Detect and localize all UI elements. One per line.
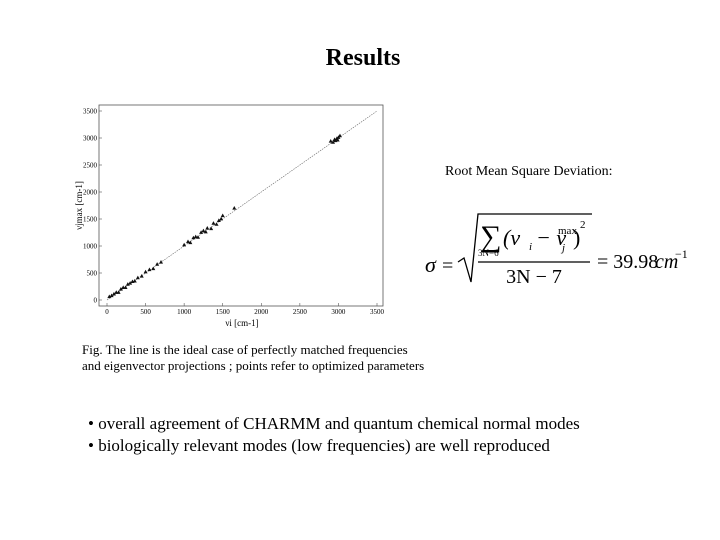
- y-axis-label: νjmax [cm-1]: [74, 181, 84, 230]
- point: [199, 230, 204, 234]
- point: [191, 235, 196, 240]
- x-tick-label: 2500: [293, 308, 308, 316]
- point: [186, 239, 190, 244]
- bullet: • overall agreement of CHARMM and quantu…: [88, 414, 580, 433]
- sum: ∑: [480, 220, 501, 253]
- plot: 0 500 1000 1500 2000 2500 3000 3500 0 500 1000 1500…: [74, 104, 385, 328]
- sqrt-sign: [457, 213, 592, 283]
- point: [135, 275, 140, 280]
- sub-i: i: [529, 241, 532, 253]
- caption-line: Fig. The line is the ideal case of perfe…: [82, 342, 408, 357]
- x-tick-label: 2000: [254, 308, 269, 316]
- point: [147, 267, 152, 272]
- minus-nu: − ν: [536, 225, 566, 250]
- point: [193, 234, 198, 239]
- y-tick-label: 3000: [83, 135, 98, 143]
- plot-frame: [98, 104, 384, 307]
- x-tick-label: 3000: [331, 308, 346, 316]
- point: [196, 235, 201, 239]
- point: [143, 269, 148, 274]
- point: [109, 293, 114, 298]
- point: [188, 240, 193, 245]
- point: [155, 262, 160, 266]
- numerator-close: ): [573, 225, 580, 250]
- caption-line: and eigenvector projections ; points ref…: [82, 358, 424, 373]
- y-tick-label: 1500: [83, 216, 98, 224]
- slide-title: Results: [326, 45, 401, 71]
- denominator: 3N − 7: [506, 266, 562, 288]
- point: [123, 285, 128, 289]
- point: [211, 221, 216, 225]
- x-tick-label: 3500: [370, 308, 385, 316]
- point: [216, 218, 221, 223]
- x-tick-label: 500: [140, 308, 151, 316]
- result: = 39.98: [597, 251, 658, 273]
- point: [232, 206, 237, 210]
- y-tick-label: 2000: [83, 189, 98, 197]
- point: [209, 226, 214, 231]
- point: [107, 294, 112, 299]
- point: [219, 216, 224, 221]
- point: [125, 282, 130, 286]
- x-tick-label: 0: [105, 308, 109, 316]
- point: [128, 281, 133, 285]
- y-tick-label: 0: [94, 297, 98, 305]
- formula: σ = ∑ 3N−6 (ν i − ν j max ) 2 3N − 7 = 3…: [425, 213, 688, 288]
- sum-index: 3N−6: [478, 248, 499, 258]
- point: [201, 228, 206, 233]
- point: [159, 260, 163, 264]
- point: [132, 278, 137, 283]
- x-tick-label: 1000: [177, 308, 192, 316]
- numerator-open: (ν: [503, 225, 520, 250]
- point: [116, 290, 121, 294]
- bullet: • biologically relevant modes (low frequ…: [88, 436, 550, 455]
- point: [203, 229, 208, 234]
- equals: =: [442, 255, 453, 277]
- sup-max: max: [558, 225, 577, 237]
- point: [111, 291, 116, 296]
- point: [214, 222, 219, 226]
- rmsd-label: Root Mean Square Deviation:: [445, 164, 613, 179]
- y-tick-label: 3500: [83, 108, 98, 116]
- unit-power: −1: [675, 247, 688, 261]
- x-tick-label: 1500: [216, 308, 231, 316]
- point: [220, 213, 225, 218]
- point: [139, 274, 144, 278]
- y-tick-label: 2500: [83, 162, 98, 170]
- x-axis-label: νi [cm-1]: [225, 318, 258, 328]
- point: [151, 266, 156, 271]
- sub-j: j: [560, 242, 565, 254]
- y-tick-label: 1000: [83, 243, 98, 251]
- point: [331, 140, 336, 144]
- sigma: σ: [425, 252, 437, 277]
- unit: cm: [655, 251, 678, 273]
- point: [335, 137, 340, 142]
- point: [337, 133, 342, 138]
- point: [328, 139, 333, 143]
- point: [118, 287, 123, 291]
- y-tick-label: 500: [87, 270, 98, 278]
- power: 2: [580, 219, 586, 231]
- point: [205, 225, 210, 230]
- point: [182, 242, 187, 247]
